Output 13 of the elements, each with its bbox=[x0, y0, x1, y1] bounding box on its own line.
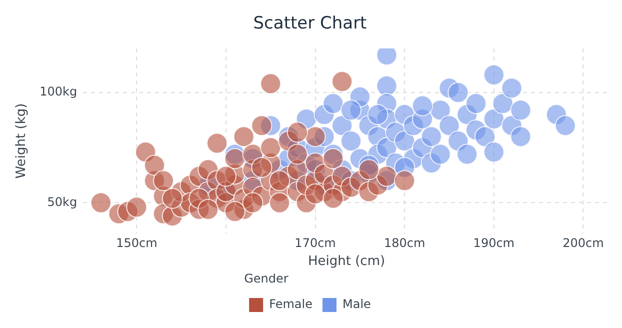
legend-title: Gender bbox=[244, 272, 288, 286]
x-axis-title: Height (cm) bbox=[308, 254, 386, 270]
chart-title: Scatter Chart bbox=[253, 14, 368, 34]
y-tick-label: 100kg bbox=[40, 84, 78, 99]
legend-label: Male bbox=[342, 297, 371, 312]
y-tick-label: 50kg bbox=[47, 194, 78, 209]
y-axis-title: Weight (kg) bbox=[14, 103, 30, 179]
x-tick-label: 150cm bbox=[116, 236, 158, 250]
x-tick-label: 170cm bbox=[294, 236, 336, 250]
legend-label: Female bbox=[269, 297, 312, 312]
x-tick-label: 190cm bbox=[473, 236, 514, 250]
x-tick-label: 180cm bbox=[384, 236, 426, 250]
x-tick-label: 200cm bbox=[562, 236, 604, 250]
